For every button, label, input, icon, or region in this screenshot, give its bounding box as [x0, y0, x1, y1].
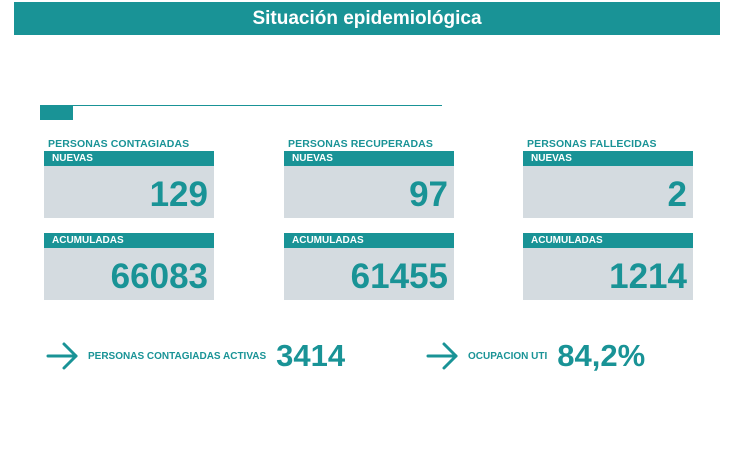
summary-active: PERSONAS CONTAGIADAS ACTIVAS 3414 — [46, 338, 345, 374]
column-recuperadas: PERSONAS RECUPERADAS NUEVAS 97 ACUMULADA… — [284, 137, 454, 300]
card-acumuladas: ACUMULADAS 1214 — [523, 233, 693, 300]
page-title: Situación epidemiológica — [252, 7, 482, 29]
accent-block — [40, 106, 73, 120]
icu-occupancy-value: 84,2% — [557, 338, 646, 373]
arrow-right-icon — [426, 342, 458, 370]
card-nuevas: NUEVAS 97 — [284, 151, 454, 218]
column-contagiadas: PERSONAS CONTAGIADAS NUEVAS 129 ACUMULAD… — [44, 137, 214, 300]
card-value: 61455 — [350, 257, 448, 296]
column-heading: PERSONAS FALLECIDAS — [527, 138, 657, 150]
card-value: 1214 — [609, 257, 687, 296]
icu-occupancy-label: OCUPACION UTI — [468, 350, 548, 362]
card-label: ACUMULADAS — [284, 233, 454, 248]
card-value: 66083 — [110, 257, 208, 296]
card-acumuladas: ACUMULADAS 66083 — [44, 233, 214, 300]
card-label: ACUMULADAS — [44, 233, 214, 248]
accent-line — [40, 105, 442, 106]
active-cases-value: 3414 — [276, 338, 346, 373]
column-fallecidas: PERSONAS FALLECIDAS NUEVAS 2 ACUMULADAS … — [523, 137, 693, 300]
card-label: NUEVAS — [44, 151, 214, 166]
card-acumuladas: ACUMULADAS 61455 — [284, 233, 454, 300]
arrow-right-icon — [46, 342, 78, 370]
card-nuevas: NUEVAS 2 — [523, 151, 693, 218]
card-label: NUEVAS — [284, 151, 454, 166]
summary-icu: OCUPACION UTI 84,2% — [426, 338, 645, 374]
card-value: 2 — [667, 175, 687, 214]
card-value: 129 — [149, 175, 208, 214]
card-label: ACUMULADAS — [523, 233, 693, 248]
card-value: 97 — [409, 175, 448, 214]
card-nuevas: NUEVAS 129 — [44, 151, 214, 218]
active-cases-label: PERSONAS CONTAGIADAS ACTIVAS — [88, 350, 267, 362]
column-heading: PERSONAS RECUPERADAS — [288, 138, 433, 150]
column-heading: PERSONAS CONTAGIADAS — [48, 138, 190, 150]
title-bar: Situación epidemiológica — [14, 2, 720, 35]
card-label: NUEVAS — [523, 151, 693, 166]
